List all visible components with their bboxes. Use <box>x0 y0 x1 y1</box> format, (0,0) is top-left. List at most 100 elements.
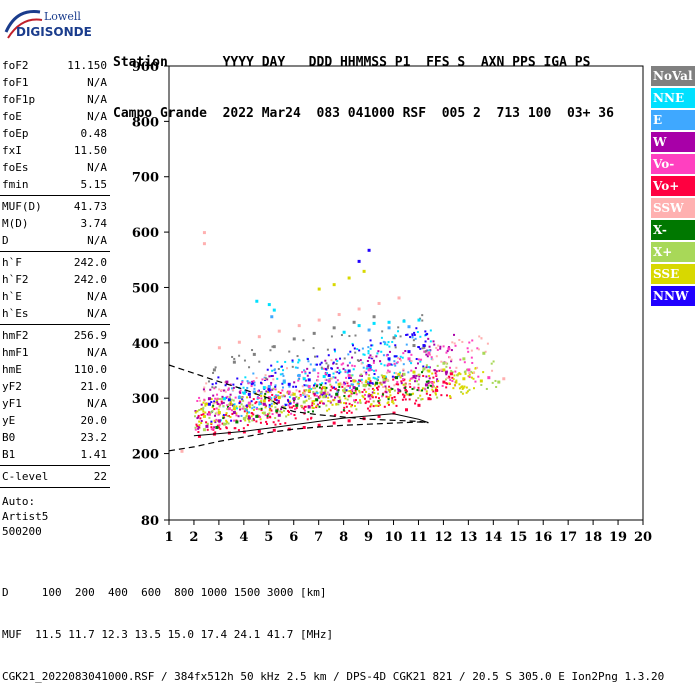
echo-point <box>417 346 420 349</box>
echo-point <box>444 370 448 374</box>
echo-point <box>468 388 471 391</box>
echo-point <box>206 413 209 416</box>
echo-point <box>417 403 421 407</box>
param-name: B0 <box>2 431 16 444</box>
echo-point <box>387 341 390 344</box>
echo-point <box>394 346 397 349</box>
echo-point <box>334 376 337 379</box>
echo-point <box>397 296 401 300</box>
echo-point <box>329 377 332 380</box>
echo-point <box>380 350 383 353</box>
echo-point <box>318 396 321 399</box>
echo-point <box>198 424 201 427</box>
echo-point <box>198 420 201 423</box>
echo-point <box>351 404 354 407</box>
echo-point <box>421 319 424 322</box>
echo-point <box>377 400 380 403</box>
echo-point <box>287 399 290 402</box>
echo-point <box>341 385 344 388</box>
echo-point <box>269 349 272 352</box>
echo-point <box>206 423 209 426</box>
echo-point <box>303 389 306 392</box>
echo-point <box>327 373 331 377</box>
echo-point <box>373 391 376 394</box>
echo-point <box>197 414 200 417</box>
echo-point <box>393 389 396 392</box>
echo-point <box>218 403 221 406</box>
echo-point <box>247 418 250 421</box>
echo-point <box>485 387 488 390</box>
echo-point <box>417 358 420 361</box>
echo-point <box>335 362 338 365</box>
echo-point <box>196 410 199 413</box>
echo-point <box>358 389 361 392</box>
echo-point <box>313 394 316 397</box>
echo-point <box>288 350 291 353</box>
echo-point <box>217 403 220 406</box>
echo-point <box>302 339 305 342</box>
echo-point <box>242 399 245 402</box>
echo-point <box>335 381 338 384</box>
y-tick-label: 400 <box>132 337 159 352</box>
echo-point <box>232 383 235 386</box>
echo-point <box>274 423 277 426</box>
legend-swatch <box>651 286 695 306</box>
distance-row: D 100 200 400 600 800 1000 1500 3000 [km… <box>2 586 327 599</box>
echo-point <box>369 354 372 357</box>
echo-point <box>220 389 223 392</box>
param-name: hmF2 <box>2 329 29 342</box>
echo-point <box>281 389 284 392</box>
echo-point <box>432 376 435 379</box>
echo-point <box>345 376 348 379</box>
echo-point <box>196 399 199 402</box>
echo-point <box>344 369 347 372</box>
echo-point <box>232 407 236 411</box>
echo-point <box>432 340 435 343</box>
echo-point <box>222 417 225 420</box>
echo-point <box>425 392 428 395</box>
param-row: h`E N/A <box>0 288 110 305</box>
echo-point <box>330 385 333 388</box>
echo-point <box>422 365 425 368</box>
echo-point <box>328 408 331 411</box>
echo-point <box>227 415 230 418</box>
echo-point <box>477 348 480 351</box>
echo-point <box>257 397 260 400</box>
echo-point <box>293 414 296 417</box>
echo-point <box>453 383 456 386</box>
echo-point <box>260 392 263 395</box>
echo-point <box>214 414 217 417</box>
echo-point <box>242 391 246 395</box>
echo-point <box>399 359 402 362</box>
echo-point <box>391 340 394 343</box>
echo-point <box>369 368 372 371</box>
echo-point <box>374 384 377 387</box>
echo-point <box>251 407 254 410</box>
echo-point <box>251 404 254 407</box>
echo-point <box>252 372 255 375</box>
echo-point <box>361 347 364 350</box>
x-tick-label: 13 <box>459 530 477 545</box>
echo-point <box>422 367 426 371</box>
echo-point <box>292 337 296 341</box>
echo-point <box>444 361 447 364</box>
echo-point <box>315 404 318 407</box>
echo-point <box>304 395 307 398</box>
param-row: C-level 22 <box>0 468 110 485</box>
echo-point <box>295 406 298 409</box>
echo-point <box>315 394 318 397</box>
y-tick-label: 600 <box>132 226 159 241</box>
echo-point <box>437 380 440 383</box>
echo-point <box>337 389 340 392</box>
echo-point <box>350 392 353 395</box>
echo-point <box>180 449 184 453</box>
echo-point <box>371 344 374 347</box>
echo-point <box>230 419 233 422</box>
echo-point <box>375 355 378 358</box>
echo-point <box>427 337 430 340</box>
echo-point <box>200 408 203 411</box>
echo-point <box>289 394 292 397</box>
echo-point <box>361 394 364 397</box>
echo-point <box>291 406 294 409</box>
param-row: D N/A <box>0 232 110 249</box>
